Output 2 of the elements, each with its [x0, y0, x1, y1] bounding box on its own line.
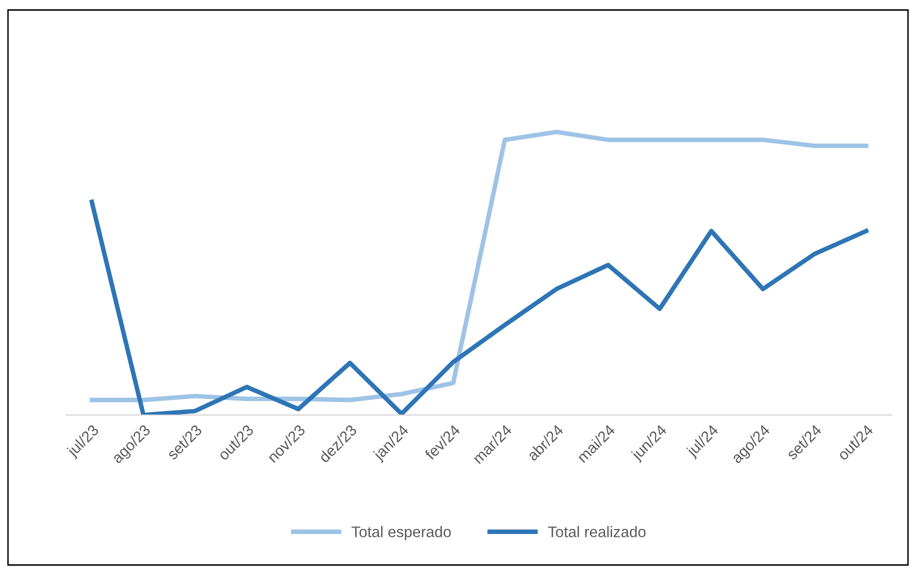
- legend-label: Total esperado: [352, 526, 451, 540]
- legend-label: Total realizado: [548, 526, 646, 538]
